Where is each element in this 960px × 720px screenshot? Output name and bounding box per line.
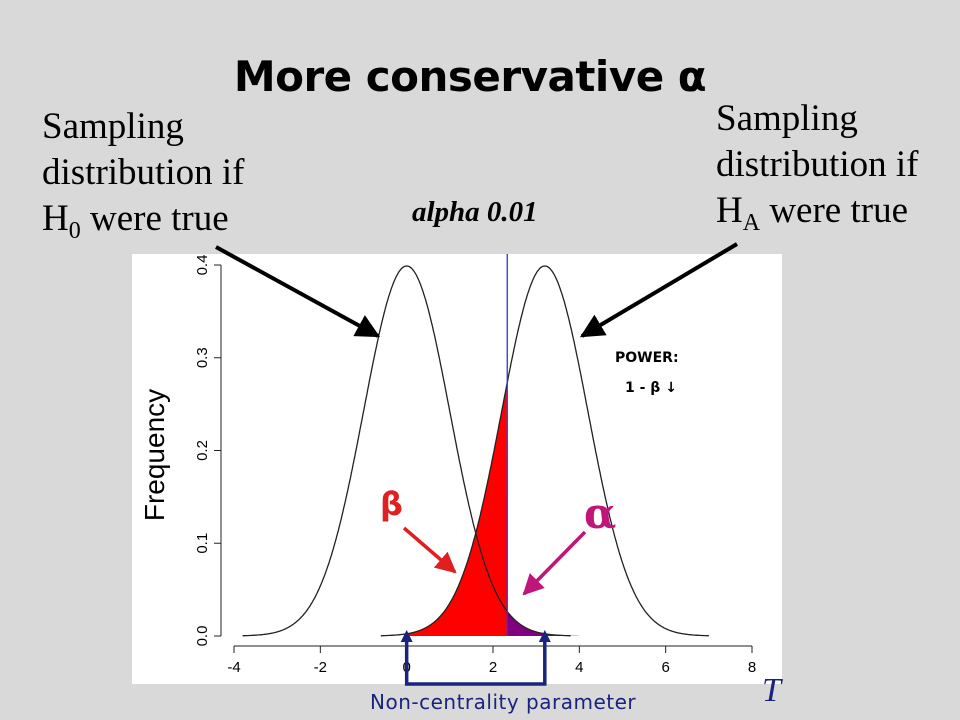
alpha-arrow [522,530,587,596]
ha-subscript: A [742,210,761,236]
ha-pointer-arrow [579,242,739,338]
h0-curve [242,265,571,637]
title-text: More conservative α [233,52,707,101]
x-tick-label: -2 [314,659,327,676]
x-tick-label: -4 [227,659,240,676]
ha-tail: were true [760,190,908,231]
h0-line1: Sampling [42,106,184,147]
y-tick-label: 0.3 [194,347,211,368]
alpha-region [507,611,580,636]
y-axis-label: Frequency [139,389,170,521]
x-tick-label: 4 [575,659,583,676]
y-tick-label: 0.2 [194,440,211,461]
ha-annotation: Sampling distribution if HA were true [716,96,919,236]
ha-symbol: H [716,190,743,231]
x-tick-label: 6 [661,659,669,676]
ncp-bracket-left-head [400,630,413,642]
ha-curve [380,265,709,637]
x-tick-group: -4 -2 0 2 4 6 8 [227,646,756,676]
alpha-symbol: α [584,489,616,538]
y-tick-label: 0.0 [194,626,211,647]
h0-symbol: H [42,198,69,239]
h0-pointer-arrow [215,245,381,338]
alpha-level-label: alpha 0.01 [412,196,538,228]
power-formula: 1 - β ↓ [625,380,677,396]
slide-title: More conservative α [0,52,940,101]
h0-annotation: Sampling distribution if H0 were true [42,104,245,244]
power-label: POWER: [615,350,679,366]
y-tick-label: 0.4 [194,255,211,276]
ha-line2: distribution if [716,144,919,185]
x-tick-label: 2 [489,659,497,676]
y-tick-label: 0.1 [194,533,211,554]
beta-arrow [402,526,457,574]
beta-region [406,384,508,636]
non-centrality-label: Non-centrality parameter [370,690,637,714]
ncp-bracket-right-head [538,630,551,642]
beta-symbol: β [380,485,403,523]
ha-line3: HA were true [716,188,918,236]
t-axis-symbol: T [762,672,781,709]
h0-line3: H0 were true [42,196,244,244]
ncp-bracket [404,638,547,686]
h0-subscript: 0 [68,218,81,244]
ha-line1: Sampling [716,98,858,139]
h0-line2: distribution if [42,152,245,193]
y-tick-group: 0.0 0.1 0.2 0.3 0.4 [194,255,221,647]
x-tick-label: 8 [748,659,756,676]
h0-tail: were true [80,198,229,239]
